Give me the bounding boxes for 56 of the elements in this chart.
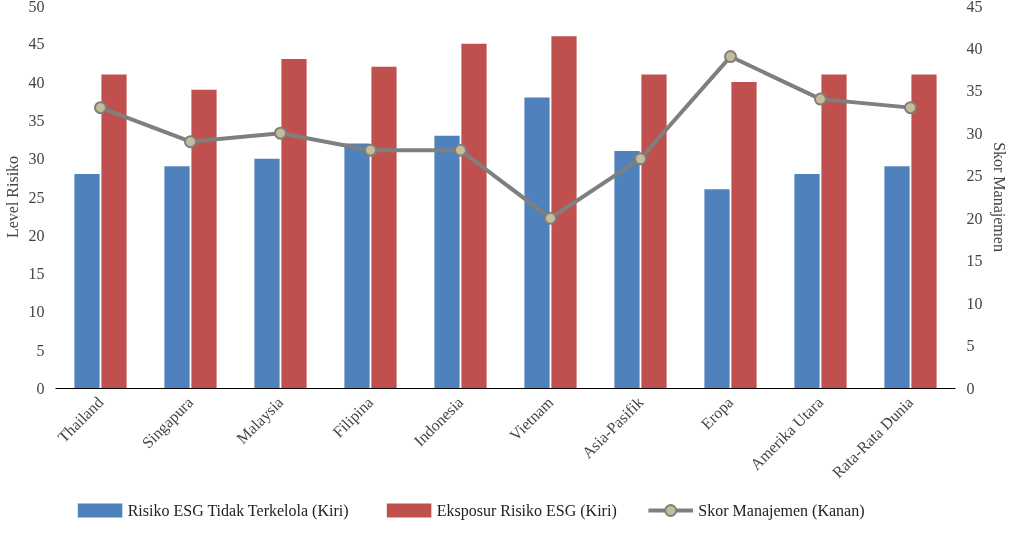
bar bbox=[371, 66, 397, 389]
y-tick-label: 10 bbox=[28, 303, 45, 321]
y-tick-label: 30 bbox=[28, 150, 45, 168]
y2-tick-label: 0 bbox=[966, 380, 975, 397]
y2-tick-label: 45 bbox=[966, 0, 983, 15]
y2-tick-label: 40 bbox=[966, 39, 983, 57]
y2-tick-label: 5 bbox=[966, 337, 975, 355]
point bbox=[544, 211, 557, 225]
bar bbox=[704, 189, 730, 389]
bar bbox=[434, 135, 460, 389]
point bbox=[274, 126, 287, 140]
point bbox=[904, 101, 917, 115]
bar bbox=[551, 36, 577, 389]
bar bbox=[731, 82, 757, 389]
point bbox=[814, 92, 827, 106]
y2-axis-title: Skor Manajemen bbox=[989, 142, 1008, 252]
y-tick-label: 25 bbox=[28, 188, 45, 206]
bar bbox=[524, 97, 550, 389]
bar bbox=[884, 166, 910, 389]
point bbox=[94, 101, 107, 115]
bar bbox=[74, 174, 100, 389]
bar bbox=[641, 74, 667, 389]
bar bbox=[164, 166, 190, 389]
bar bbox=[461, 43, 487, 389]
point bbox=[364, 143, 377, 157]
bar bbox=[911, 74, 937, 389]
bar bbox=[191, 89, 217, 389]
y2-tick-label: 25 bbox=[966, 167, 983, 185]
point bbox=[634, 152, 647, 166]
legend-label: Risiko ESG Tidak Terkelola (Kiri) bbox=[127, 502, 349, 520]
y-tick-label: 45 bbox=[28, 35, 45, 53]
bar bbox=[101, 74, 127, 389]
bar bbox=[344, 143, 370, 389]
point bbox=[724, 50, 737, 64]
bar bbox=[254, 158, 280, 389]
y2-tick-label: 20 bbox=[966, 209, 983, 227]
y-tick-label: 20 bbox=[28, 226, 45, 244]
bar bbox=[614, 151, 640, 389]
y2-tick-label: 30 bbox=[966, 124, 983, 142]
legend-label: Skor Manajemen (Kanan) bbox=[698, 502, 865, 520]
point bbox=[184, 135, 197, 149]
y2-tick-label: 35 bbox=[966, 82, 983, 100]
y-tick-label: 35 bbox=[28, 111, 45, 129]
legend-label: Eksposur Risiko ESG (Kiri) bbox=[436, 502, 617, 520]
y2-tick-label: 15 bbox=[966, 252, 983, 270]
y-tick-label: 5 bbox=[36, 341, 45, 359]
y2-tick-label: 10 bbox=[966, 294, 983, 312]
y-tick-label: 0 bbox=[36, 380, 45, 397]
bar bbox=[794, 174, 820, 389]
y-axis-title: Level Risiko bbox=[3, 155, 21, 239]
y-tick-label: 50 bbox=[28, 0, 45, 15]
bar bbox=[821, 74, 847, 389]
point bbox=[454, 143, 467, 157]
bar bbox=[281, 59, 307, 389]
y-tick-label: 40 bbox=[28, 73, 45, 91]
y-tick-label: 15 bbox=[28, 265, 45, 283]
